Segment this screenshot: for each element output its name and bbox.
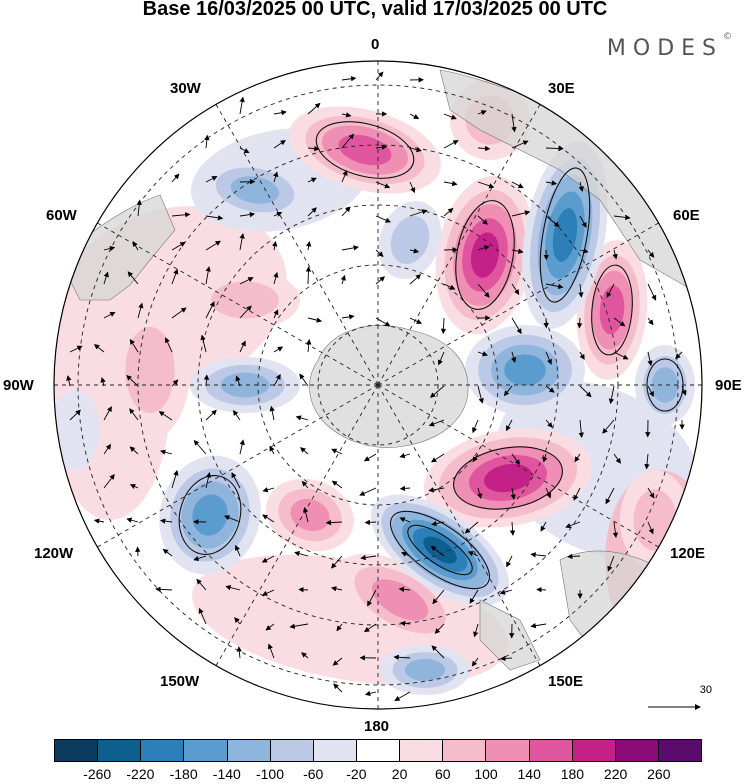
reference-vector-label: 30 — [700, 684, 712, 696]
colorbar-tick-label: 140 — [518, 766, 541, 782]
lon-label-180: 180 — [364, 718, 389, 735]
colorbar-tick-label: 60 — [435, 766, 451, 782]
lon-label-150e: 150E — [548, 673, 583, 690]
lon-label-60w: 60W — [46, 207, 77, 224]
australia — [560, 551, 700, 680]
colorbar-tick-label: 180 — [561, 766, 584, 782]
antarctica — [309, 325, 468, 447]
positive-anomaly — [125, 327, 174, 413]
lon-label-120w: 120W — [34, 545, 73, 562]
colorbar-cell — [443, 740, 486, 761]
colorbar-cell — [400, 740, 443, 761]
colorbar-ticks: -260 -220 -180 -140 -100 -60 -20 20 60 100 140 180 2… — [0, 766, 750, 784]
colorbar-tick-label: -220 — [126, 766, 154, 782]
colorbar-tick-label: 100 — [474, 766, 497, 782]
lon-label-120e: 120E — [670, 545, 705, 562]
wind-arrow — [299, 589, 308, 590]
lon-label-60e: 60E — [673, 207, 700, 224]
lon-label-30w: 30W — [170, 80, 201, 97]
colorbar-cell — [659, 740, 701, 761]
colorbar-tick-label: 20 — [392, 766, 408, 782]
colorbar-cell — [314, 740, 357, 761]
negative-anomaly — [504, 354, 546, 385]
colorbar-cell — [530, 740, 573, 761]
colorbar-cell — [357, 740, 400, 761]
lon-label-0: 0 — [371, 36, 379, 53]
colorbar-tick-label: 260 — [647, 766, 670, 782]
lon-label-30e: 30E — [548, 80, 575, 97]
colorbar-tick-label: -140 — [213, 766, 241, 782]
colorbar-tick-label: 220 — [604, 766, 627, 782]
colorbar-tick-label: -100 — [256, 766, 284, 782]
colorbar-cell — [141, 740, 184, 761]
colorbar-tick-label: -20 — [346, 766, 366, 782]
colorbar-tick-label: -260 — [83, 766, 111, 782]
lon-label-150w: 150W — [160, 673, 199, 690]
negative-anomaly — [405, 659, 445, 681]
positive-anomaly — [633, 489, 676, 551]
colorbar-cell — [573, 740, 616, 761]
colorbar-cell — [228, 740, 271, 761]
lon-label-90w: 90W — [3, 377, 34, 394]
lon-label-90e: 90E — [715, 377, 742, 394]
colorbar-cell — [184, 740, 227, 761]
wind-arrow — [537, 589, 546, 590]
colorbar-tick-label: -180 — [170, 766, 198, 782]
wind-arrow — [308, 267, 309, 284]
colorbar — [54, 739, 702, 762]
colorbar-cell — [98, 740, 141, 761]
colorbar-cell — [55, 740, 98, 761]
colorbar-tick-label: -60 — [303, 766, 323, 782]
colorbar-cell — [486, 740, 529, 761]
colorbar-cell — [271, 740, 314, 761]
colorbar-cell — [616, 740, 659, 761]
